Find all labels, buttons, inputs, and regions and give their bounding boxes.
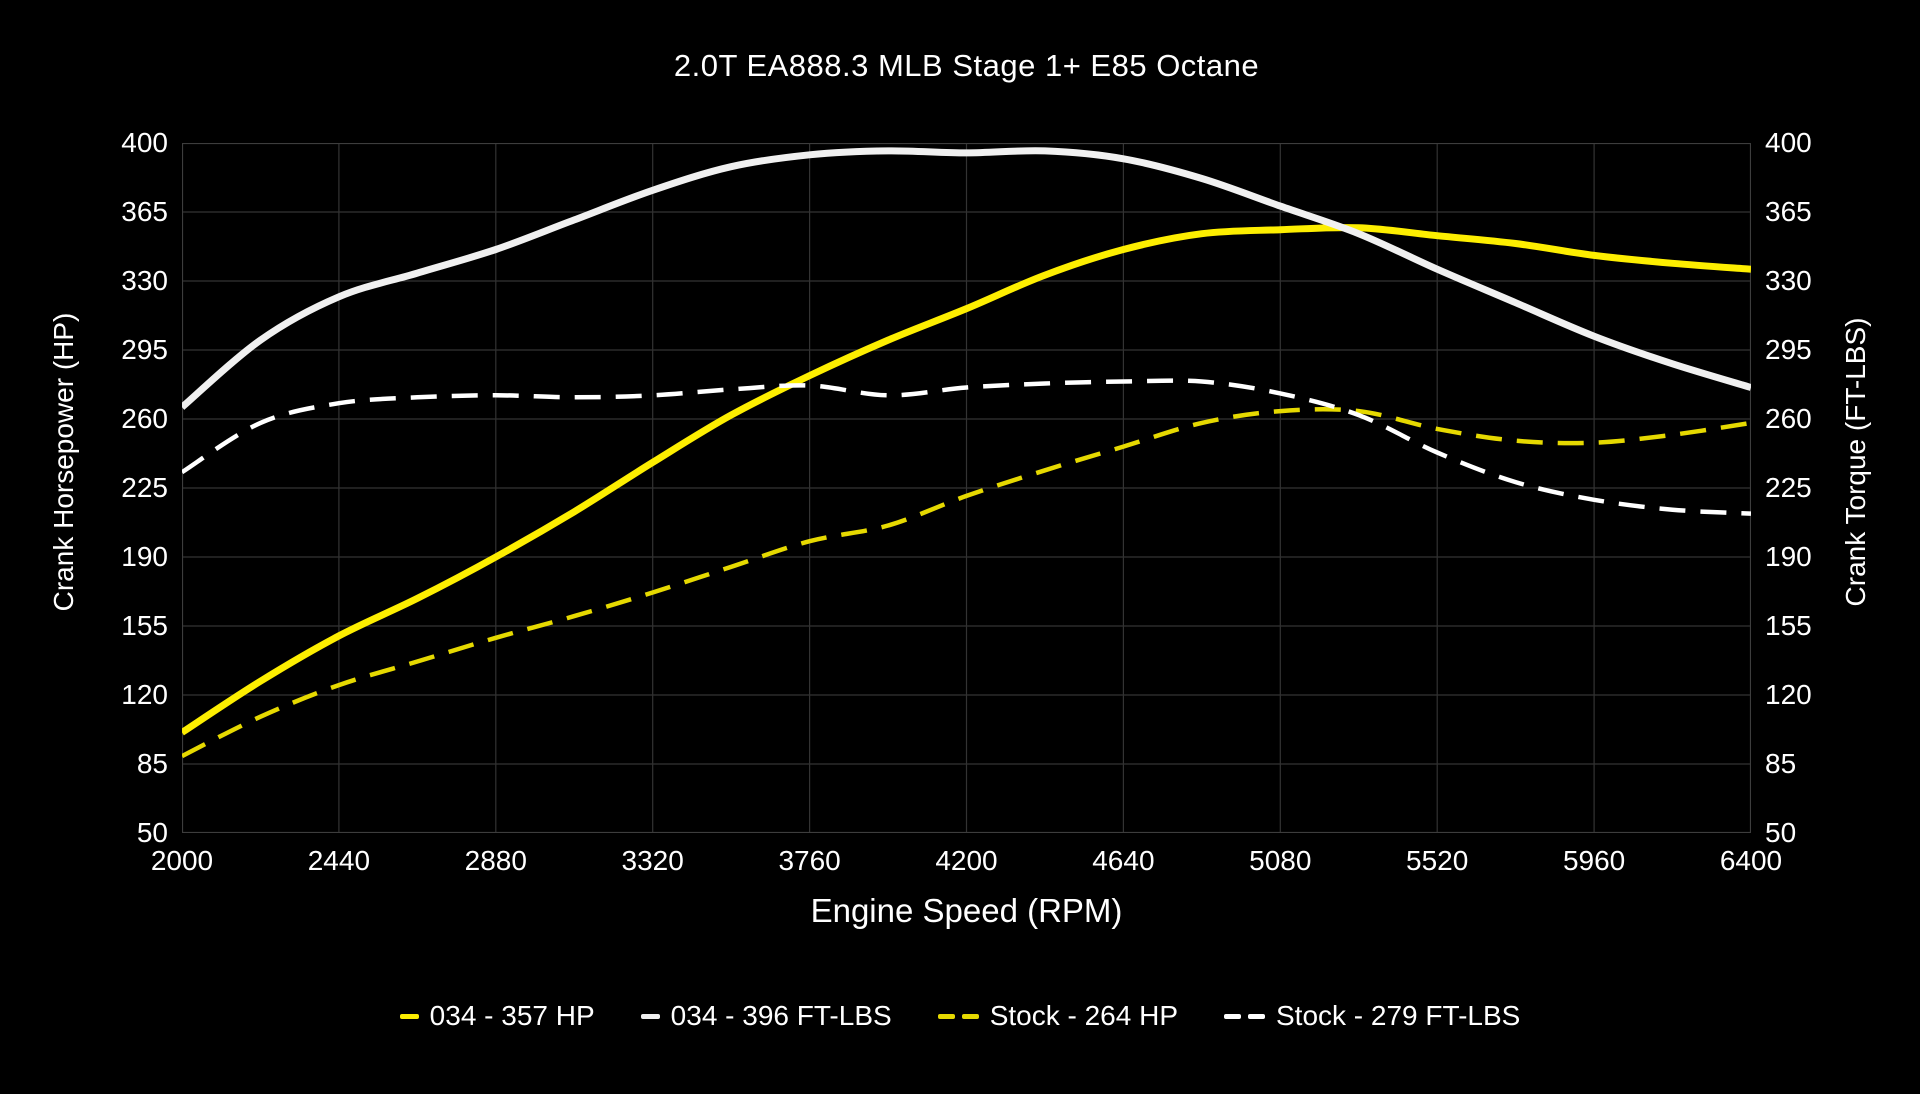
legend-dash-segment	[1248, 1013, 1265, 1019]
series-path-034-396-ft-lbs	[182, 147, 1751, 410]
series-path-stock-279-ft-lbs	[182, 378, 1751, 516]
left-y-tick-365: 365	[121, 196, 168, 227]
legend-item-label: 034 - 396 FT-LBS	[670, 1000, 892, 1031]
x-tick-2440: 2440	[307, 845, 371, 876]
left-y-tick-120: 120	[121, 679, 168, 710]
legend-item-label: Stock - 264 HP	[989, 1000, 1178, 1031]
legend-item-stock-279-ft-lbs: Stock - 279 FT-LBS	[1224, 1000, 1520, 1032]
x-tick-4200: 4200	[935, 845, 998, 876]
left-y-tick-85: 85	[136, 748, 168, 779]
solid-line-swatch-icon	[399, 1013, 419, 1019]
right-y-tick-120: 120	[1765, 679, 1812, 710]
legend-dash-segment	[399, 1013, 419, 1019]
dashed-line-swatch-icon	[937, 1013, 979, 1019]
left-y-tick-155: 155	[121, 610, 168, 641]
right-y-tick-330: 330	[1765, 265, 1812, 296]
legend: 034 - 357 HP 034 - 396 FT-LBS Stock - 264 …	[0, 1000, 1920, 1032]
chart-title: 2.0T EA888.3 MLB Stage 1+ E85 Octane	[673, 48, 1260, 83]
x-tick-3320: 3320	[621, 845, 684, 876]
x-tick-6400: 6400	[1719, 845, 1783, 876]
legend-item-label: 034 - 357 HP	[429, 1000, 595, 1031]
plot-border	[182, 143, 1751, 833]
legend-dash-segment	[1224, 1013, 1241, 1019]
series-path-stock-264-hp	[182, 406, 1751, 759]
legend-dash-segment	[640, 1013, 660, 1019]
left-y-tick-330: 330	[121, 265, 168, 296]
dashed-line-swatch-icon	[1224, 1013, 1265, 1019]
x-tick-5960: 5960	[1562, 845, 1626, 876]
solid-line-swatch-icon	[640, 1013, 660, 1019]
legend-dash-segment	[961, 1013, 979, 1019]
left-y-tick-400: 400	[121, 127, 168, 158]
right-y-tick-85: 85	[1765, 748, 1797, 779]
x-tick-2880: 2880	[464, 845, 527, 876]
legend-dash-segment	[937, 1013, 955, 1019]
x-tick-4640: 4640	[1092, 845, 1155, 876]
right-y-tick-225: 225	[1765, 472, 1812, 503]
x-axis-title: Engine Speed (RPM)	[810, 892, 1123, 929]
left-y-tick-260: 260	[121, 403, 168, 434]
legend-item-034-357-hp: 034 - 357 HP	[399, 1000, 595, 1032]
legend-item-label: Stock - 279 FT-LBS	[1276, 1000, 1521, 1031]
right-y-tick-365: 365	[1765, 196, 1812, 227]
legend-item-stock-264-hp: Stock - 264 HP	[937, 1000, 1178, 1032]
right-y-tick-260: 260	[1765, 403, 1812, 434]
left-y-tick-50: 50	[136, 817, 168, 848]
legend-item-034-396-ft-lbs: 034 - 396 FT-LBS	[640, 1000, 892, 1032]
x-tick-5520: 5520	[1406, 845, 1469, 876]
right-y-tick-400: 400	[1765, 127, 1812, 158]
left-y-tick-295: 295	[121, 334, 168, 365]
series-path-034-357-hp	[182, 224, 1751, 736]
left-y-tick-190: 190	[121, 541, 168, 572]
left-y-tick-225: 225	[121, 472, 168, 503]
right-y-tick-295: 295	[1765, 334, 1812, 365]
x-tick-3760: 3760	[778, 845, 841, 876]
plot-area	[182, 143, 1751, 833]
right-y-tick-190: 190	[1765, 541, 1812, 572]
x-tick-2000: 2000	[150, 845, 214, 876]
right-y-tick-50: 50	[1765, 817, 1797, 848]
right-y-tick-155: 155	[1765, 610, 1812, 641]
x-tick-5080: 5080	[1249, 845, 1312, 876]
